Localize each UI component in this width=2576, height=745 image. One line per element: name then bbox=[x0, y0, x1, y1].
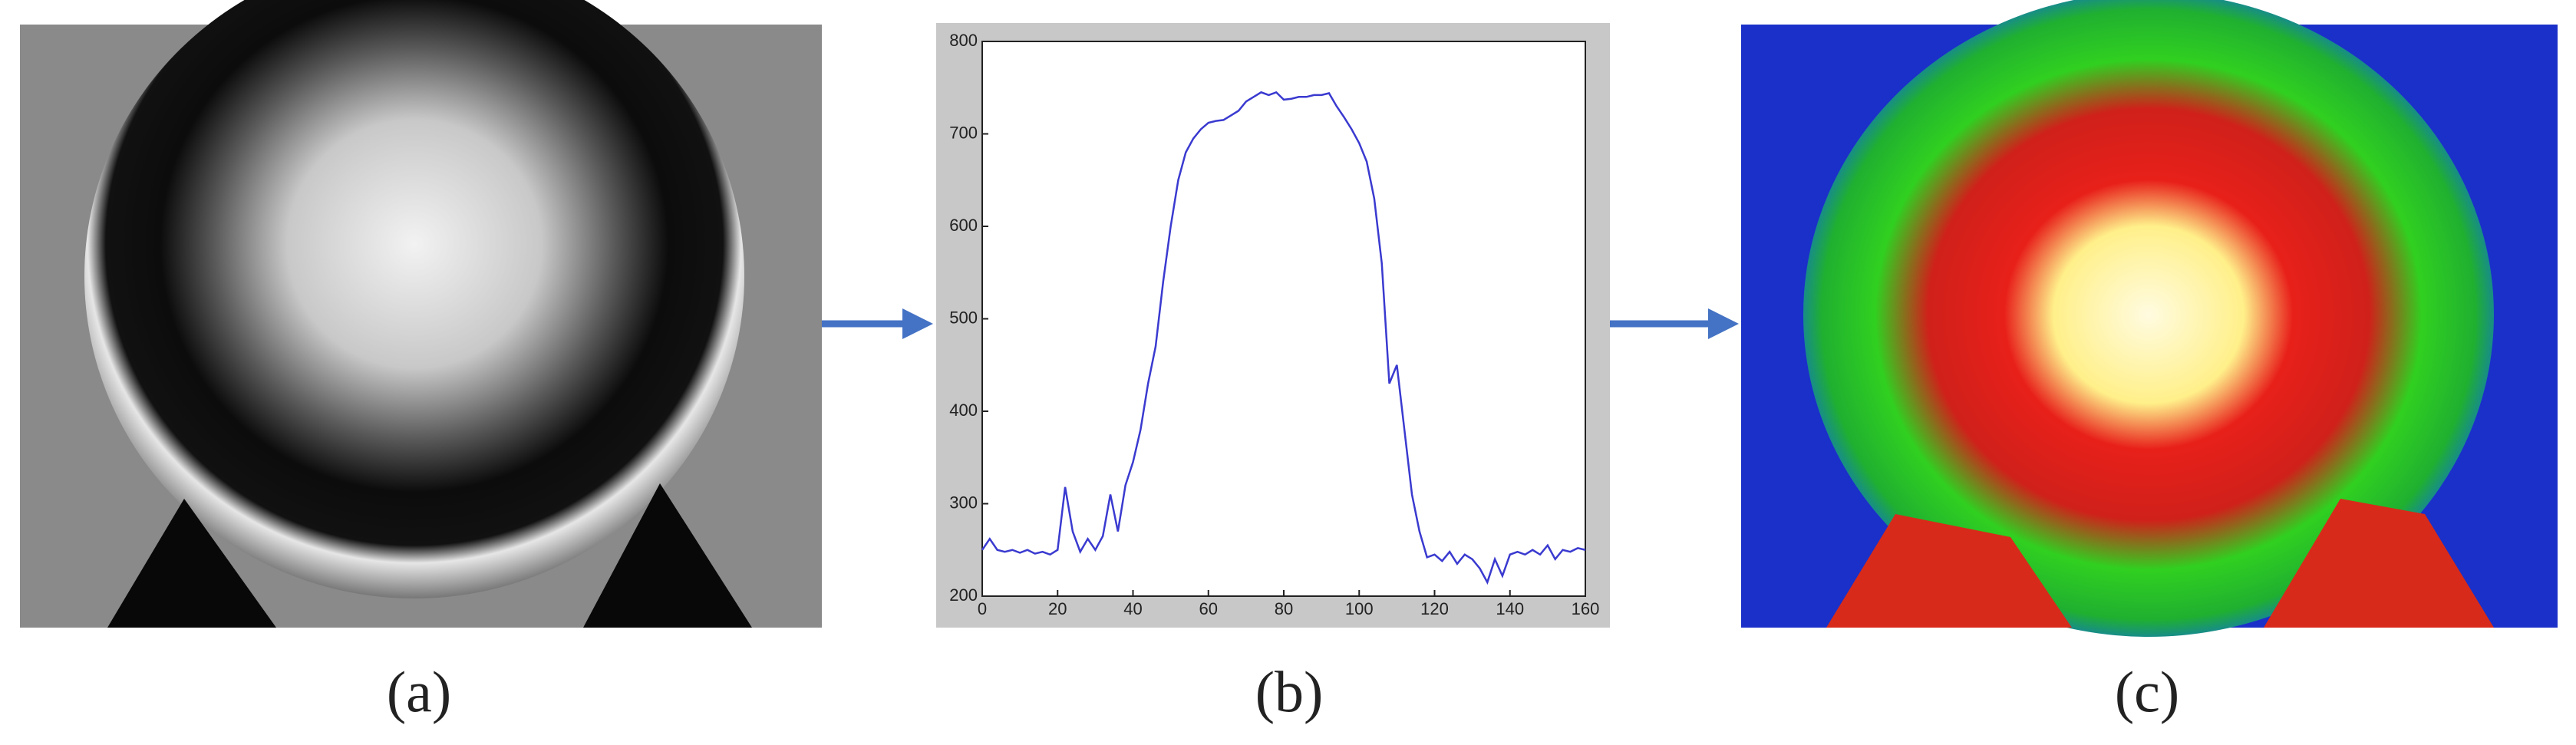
image-a-shoulders bbox=[107, 483, 752, 628]
panel-label: (a) bbox=[387, 660, 451, 724]
plot-area bbox=[981, 41, 1586, 597]
x-tick-label: 120 bbox=[1420, 599, 1449, 618]
x-tick-label: 20 bbox=[1048, 599, 1067, 618]
y-tick-label: 300 bbox=[949, 493, 978, 512]
x-tick-label: 40 bbox=[1123, 599, 1142, 618]
arrow-head bbox=[1708, 308, 1739, 339]
y-tick-label: 400 bbox=[949, 401, 978, 420]
y-tick-label: 200 bbox=[949, 585, 978, 605]
x-tick-label: 140 bbox=[1496, 599, 1524, 618]
image-c-shoulders bbox=[1826, 499, 2494, 628]
y-tick-label: 600 bbox=[949, 216, 978, 235]
x-tick-label: 160 bbox=[1572, 599, 1600, 618]
y-tick-label: 500 bbox=[949, 308, 978, 327]
panel-label: (c) bbox=[2115, 660, 2179, 724]
x-tick-label: 0 bbox=[978, 599, 987, 618]
x-tick-label: 100 bbox=[1345, 599, 1374, 618]
image-c bbox=[1803, 0, 2494, 637]
arrow-head bbox=[902, 308, 933, 339]
panel-label: (b) bbox=[1255, 660, 1324, 724]
line bbox=[981, 91, 1586, 585]
y-tick-label: 800 bbox=[949, 31, 978, 50]
image-a bbox=[84, 0, 744, 598]
y-tick-label: 700 bbox=[949, 123, 978, 142]
x-tick-label: 80 bbox=[1275, 599, 1293, 618]
x-tick-label: 60 bbox=[1199, 599, 1218, 618]
